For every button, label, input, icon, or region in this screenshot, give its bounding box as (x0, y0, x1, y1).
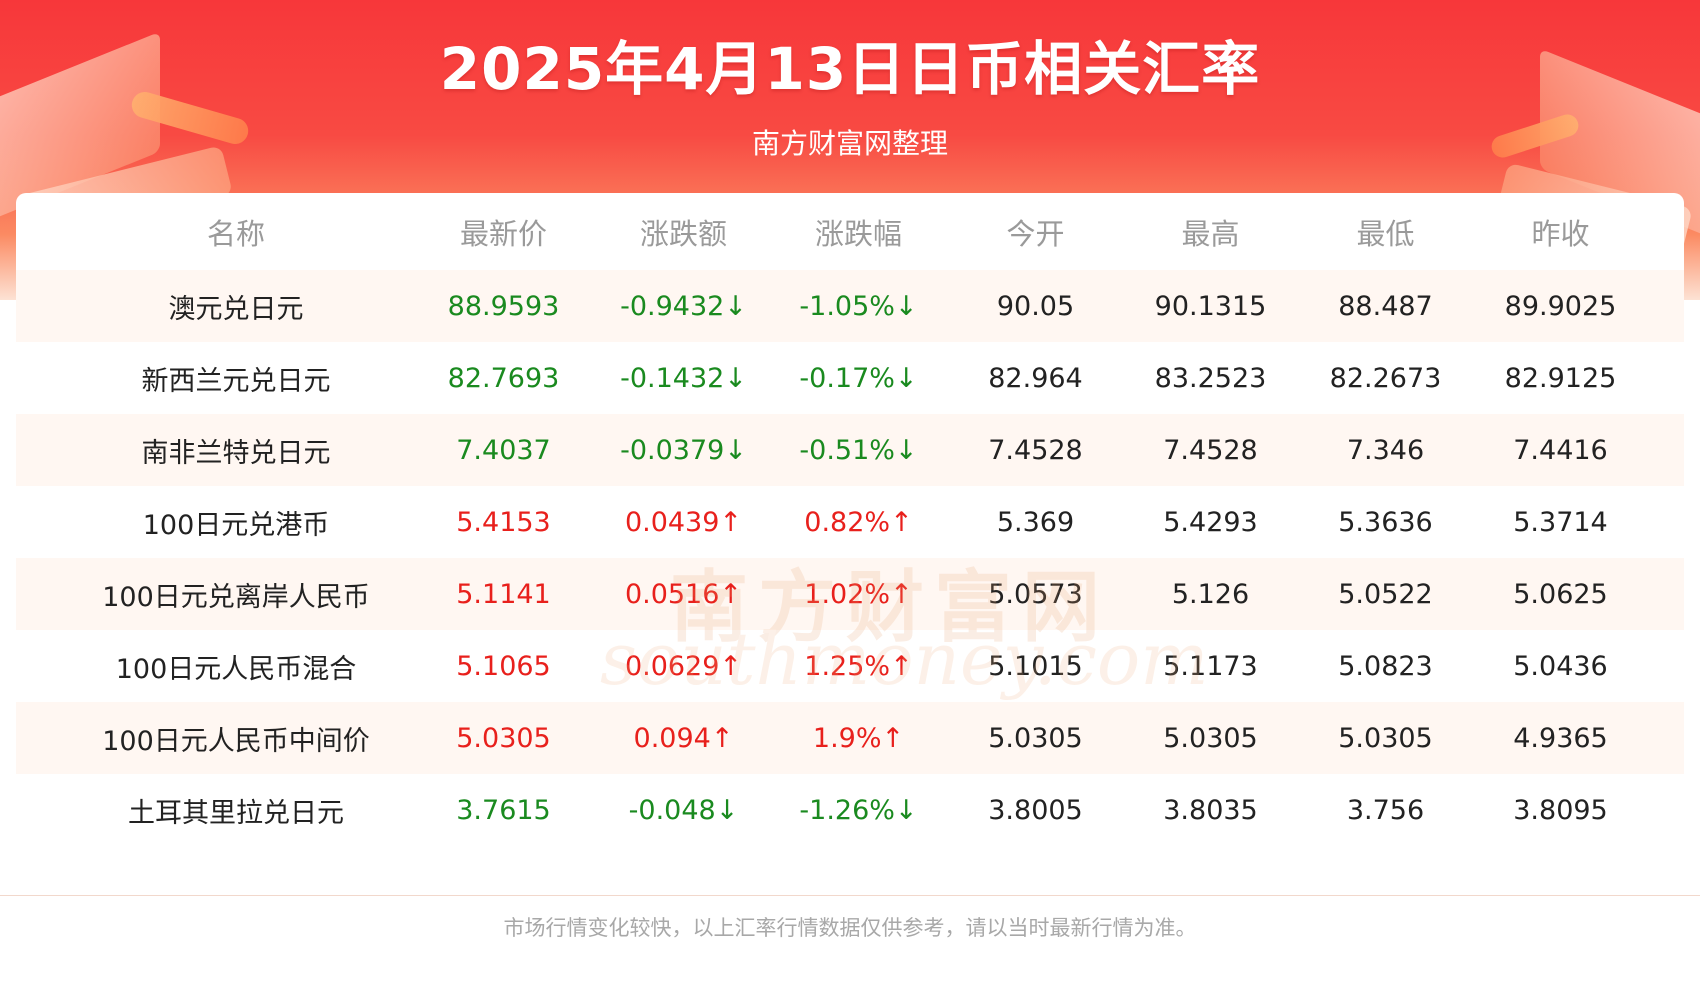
cell-prev-close: 89.9025 (1504, 290, 1617, 322)
table-row: 100日元人民币混合 5.1065 0.0629↑ 1.25%↑ 5.1015 5.117… (16, 630, 1684, 702)
footer-divider (0, 895, 1700, 896)
column-header-name: 名称 (206, 216, 265, 251)
column-header-prev-close: 昨收 (1531, 216, 1590, 251)
cell-open: 5.369 (996, 506, 1075, 538)
cell-change: 0.0439↑ (624, 506, 743, 538)
cell-low: 5.3636 (1338, 506, 1433, 538)
table-row: 澳元兑日元 88.9593 -0.9432↓ -1.05%↓ 90.05 90.1315 8… (16, 270, 1684, 342)
cell-open: 5.0573 (988, 578, 1083, 610)
cell-change: 0.094↑ (633, 722, 734, 754)
table-row: 100日元兑离岸人民币 5.1141 0.0516↑ 1.02%↑ 5.0573 5.12… (16, 558, 1684, 630)
table-row: 新西兰元兑日元 82.7693 -0.1432↓ -0.17%↓ 82.964 83.25… (16, 342, 1684, 414)
cell-change: -0.1432↓ (620, 362, 747, 394)
cell-prev-close: 3.8095 (1513, 794, 1608, 826)
column-header-open: 今开 (1006, 216, 1065, 251)
cell-latest: 3.7615 (456, 794, 551, 826)
page-subtitle: 南方财富网整理 (751, 127, 948, 160)
cell-change-pct: -0.51%↓ (799, 434, 918, 466)
cell-prev-close: 82.9125 (1504, 362, 1617, 394)
cell-change: 0.0629↑ (624, 650, 743, 682)
cell-latest: 5.1065 (456, 650, 551, 682)
cell-latest: 82.7693 (447, 362, 560, 394)
cell-latest: 7.4037 (456, 434, 551, 466)
cell-change-pct: -1.26%↓ (799, 794, 918, 826)
cell-change-pct: -0.17%↓ (799, 362, 918, 394)
cell-name: 土耳其里拉兑日元 (128, 797, 344, 829)
cell-name: 新西兰元兑日元 (141, 365, 331, 397)
cell-change: -0.048↓ (628, 794, 739, 826)
column-header-change-pct: 涨跌幅 (814, 216, 902, 251)
cell-name: 100日元人民币中间价 (102, 725, 370, 757)
cell-prev-close: 5.3714 (1513, 506, 1608, 538)
cell-low: 5.0305 (1338, 722, 1433, 754)
column-header-low: 最低 (1356, 216, 1415, 251)
cell-low: 7.346 (1346, 434, 1425, 466)
cell-prev-close: 5.0436 (1513, 650, 1608, 682)
cell-open: 5.1015 (988, 650, 1083, 682)
cell-high: 5.126 (1171, 578, 1250, 610)
cell-name: 100日元兑离岸人民币 (102, 581, 370, 613)
cell-prev-close: 7.4416 (1513, 434, 1608, 466)
cell-high: 83.2523 (1154, 362, 1267, 394)
cell-latest: 5.4153 (456, 506, 551, 538)
cell-latest: 5.1141 (456, 578, 551, 610)
cell-low: 88.487 (1338, 290, 1433, 322)
cell-name: 100日元人民币混合 (115, 653, 357, 685)
table-row: 土耳其里拉兑日元 3.7615 -0.048↓ -1.26%↓ 3.8005 3.8035… (16, 774, 1684, 846)
table-row: 100日元兑港币 5.4153 0.0439↑ 0.82%↑ 5.369 5.4293 5.… (16, 486, 1684, 558)
cell-change-pct: 0.82%↑ (804, 506, 913, 538)
cell-name: 澳元兑日元 (168, 293, 304, 325)
cell-low: 5.0823 (1338, 650, 1433, 682)
cell-name: 南非兰特兑日元 (141, 437, 331, 469)
cell-prev-close: 4.9365 (1513, 722, 1608, 754)
rates-table: 名称 最新价 涨跌额 涨跌幅 今开 最高 最低 昨收 澳元兑日元 88.9593 -… (16, 193, 1684, 896)
footer-note: 市场行情变化较快，以上汇率行情数据仅供参考，请以当时最新行情为准。 (503, 916, 1197, 940)
cell-open: 82.964 (988, 362, 1083, 394)
table-header: 名称 最新价 涨跌额 涨跌幅 今开 最高 最低 昨收 (16, 193, 1684, 270)
cell-low: 3.756 (1346, 794, 1425, 826)
cell-change-pct: -1.05%↓ (799, 290, 918, 322)
cell-change-pct: 1.25%↑ (804, 650, 913, 682)
cell-change: -0.9432↓ (620, 290, 747, 322)
cell-low: 82.2673 (1329, 362, 1442, 394)
cell-high: 5.1173 (1163, 650, 1258, 682)
cell-open: 90.05 (996, 290, 1075, 322)
cell-latest: 5.0305 (456, 722, 551, 754)
cell-change: 0.0516↑ (624, 578, 743, 610)
cell-high: 5.4293 (1163, 506, 1258, 538)
table-row: 南非兰特兑日元 7.4037 -0.0379↓ -0.51%↓ 7.4528 7.4528… (16, 414, 1684, 486)
column-header-latest: 最新价 (459, 216, 547, 251)
cell-prev-close: 5.0625 (1513, 578, 1608, 610)
cell-high: 7.4528 (1163, 434, 1258, 466)
table-row: 100日元人民币中间价 5.0305 0.094↑ 1.9%↑ 5.0305 5.0305… (16, 702, 1684, 774)
page-title: 2025年4月13日日币相关汇率 (439, 35, 1261, 103)
cell-latest: 88.9593 (447, 290, 560, 322)
cell-high: 3.8035 (1163, 794, 1258, 826)
column-header-change: 涨跌额 (639, 216, 727, 251)
cell-open: 5.0305 (988, 722, 1083, 754)
cell-open: 7.4528 (988, 434, 1083, 466)
cell-name: 100日元兑港币 (142, 509, 330, 541)
cell-low: 5.0522 (1338, 578, 1433, 610)
cell-change: -0.0379↓ (620, 434, 747, 466)
cell-high: 5.0305 (1163, 722, 1258, 754)
column-header-high: 最高 (1181, 216, 1240, 251)
cell-high: 90.1315 (1154, 290, 1267, 322)
cell-change-pct: 1.02%↑ (804, 578, 913, 610)
cell-open: 3.8005 (988, 794, 1083, 826)
cell-change-pct: 1.9%↑ (812, 722, 905, 754)
